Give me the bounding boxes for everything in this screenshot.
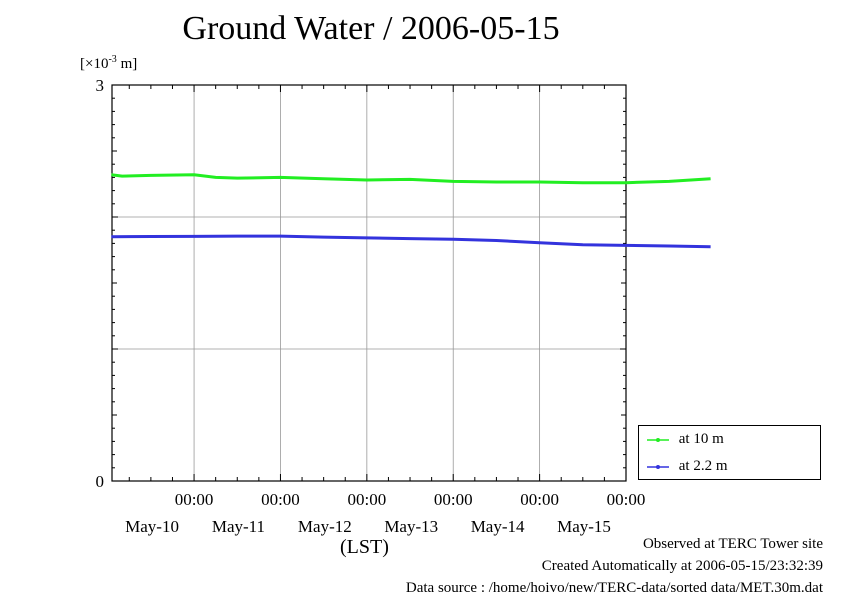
- legend-swatch-2-2m: [647, 464, 669, 469]
- plot-frame: [111, 84, 627, 482]
- x-tick-time-label: 00:00: [607, 490, 646, 509]
- series-line-10m: [111, 173, 711, 185]
- legend-item-10m: at 10 m: [645, 431, 724, 451]
- grid-lines: [112, 85, 627, 481]
- x-tick-date-label: May-13: [384, 517, 438, 536]
- x-tick-date-label: May-12: [298, 517, 352, 536]
- x-axis-title: (LST): [340, 536, 389, 558]
- chart-title: Ground Water / 2006-05-15: [182, 10, 560, 47]
- x-tick-date-label: May-14: [471, 517, 525, 536]
- footer-source: Data source : /home/hoivo/new/TERC-data/…: [405, 580, 823, 596]
- legend: at 10 m at 2.2 m: [638, 425, 821, 480]
- axis-ticks: [112, 85, 627, 481]
- y-axis-unit-label: [×10-3 m]: [80, 54, 137, 73]
- y-tick-label: 3: [96, 76, 105, 95]
- legend-item-2-2m: at 2.2 m: [645, 458, 728, 478]
- x-tick-time-label: 00:00: [520, 490, 559, 509]
- footer-created: Created Automatically at 2006-05-15/23:3…: [541, 558, 823, 574]
- x-tick-time-label: 00:00: [175, 490, 214, 509]
- x-tick-time-label: 00:00: [261, 490, 300, 509]
- legend-label-10m: at 10 m: [678, 431, 724, 448]
- legend-swatch-10m: [647, 437, 669, 442]
- x-tick-date-label: May-15: [557, 517, 611, 536]
- x-tick-date-label: May-10: [125, 517, 179, 536]
- x-tick-date-label: May-11: [212, 517, 265, 536]
- data-series: [111, 173, 711, 249]
- unit-prefix: [×10: [80, 56, 109, 72]
- series-line-2-2m: [111, 234, 711, 249]
- y-tick-label: 0: [96, 472, 105, 491]
- x-tick-time-label: 00:00: [434, 490, 473, 509]
- x-tick-time-label: 00:00: [347, 490, 386, 509]
- unit-exponent: -3: [108, 54, 117, 65]
- unit-suffix: m]: [116, 56, 138, 72]
- footer-site: Observed at TERC Tower site: [642, 536, 823, 552]
- legend-label-2-2m: at 2.2 m: [678, 458, 728, 475]
- axis-tick-labels: 0 3 00:00 May-10 00:00 May-11 00:00 May-12 00:00…: [96, 76, 646, 536]
